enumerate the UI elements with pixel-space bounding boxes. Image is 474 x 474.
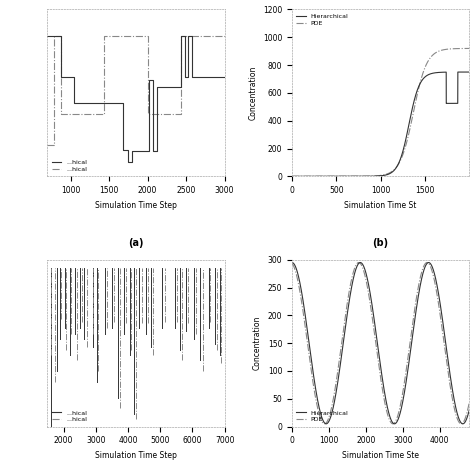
Y-axis label: Concentration: Concentration <box>253 316 262 370</box>
Legend: Hierarchical, PDE: Hierarchical, PDE <box>295 13 350 27</box>
Text: (b): (b) <box>373 238 389 248</box>
X-axis label: Simulation Time Step: Simulation Time Step <box>95 451 177 460</box>
X-axis label: Simulation Time Step: Simulation Time Step <box>95 201 177 210</box>
Legend: ...hical, ...hical: ...hical, ...hical <box>51 409 88 423</box>
Text: (a): (a) <box>128 238 144 248</box>
Y-axis label: Concentration: Concentration <box>248 66 257 120</box>
Legend: ...hical, ...hical: ...hical, ...hical <box>51 159 88 173</box>
X-axis label: Simulation Time Ste: Simulation Time Ste <box>342 451 419 460</box>
X-axis label: Simulation Time St: Simulation Time St <box>345 201 417 210</box>
Legend: Hierarchical, PDE: Hierarchical, PDE <box>295 409 350 423</box>
